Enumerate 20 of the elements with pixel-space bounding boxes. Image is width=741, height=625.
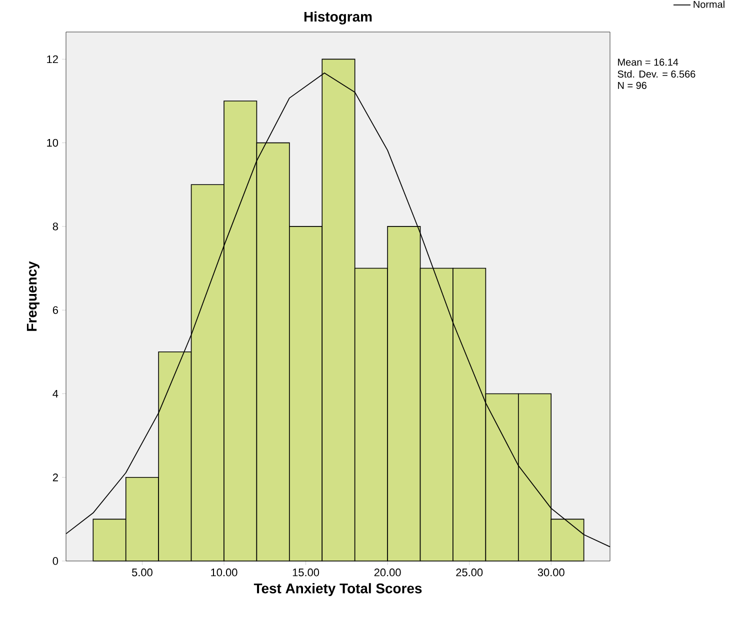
x-tick-label: 15.00 xyxy=(292,568,320,576)
text: Std. Dev. = 6.566 xyxy=(618,70,696,78)
y-tick-label: 6 xyxy=(52,306,58,314)
text: N = 96 xyxy=(618,82,646,89)
y-tick-label: 12 xyxy=(47,55,58,63)
x-tick-label: 10.00 xyxy=(211,568,238,576)
x-tick-label: 20.00 xyxy=(374,568,401,576)
y-tick-label: 10 xyxy=(47,138,58,147)
x-tick-label: 5.00 xyxy=(132,568,152,576)
y-tick-label: 2 xyxy=(52,474,58,482)
x-tick-label: 25.00 xyxy=(456,568,483,576)
x-axis-title: Test Anxiety Total Scores xyxy=(254,583,422,596)
y-tick-label: 8 xyxy=(52,222,58,230)
chart-title: Histogram xyxy=(304,11,372,24)
text: Mean = 16.14 xyxy=(618,58,678,66)
legend-label: Normal xyxy=(694,0,724,8)
y-tick-label: 0 xyxy=(52,557,58,565)
y-tick-label: 4 xyxy=(52,390,58,398)
x-tick-label: 30.00 xyxy=(538,568,564,576)
y-axis-title: Frequency xyxy=(26,261,40,331)
